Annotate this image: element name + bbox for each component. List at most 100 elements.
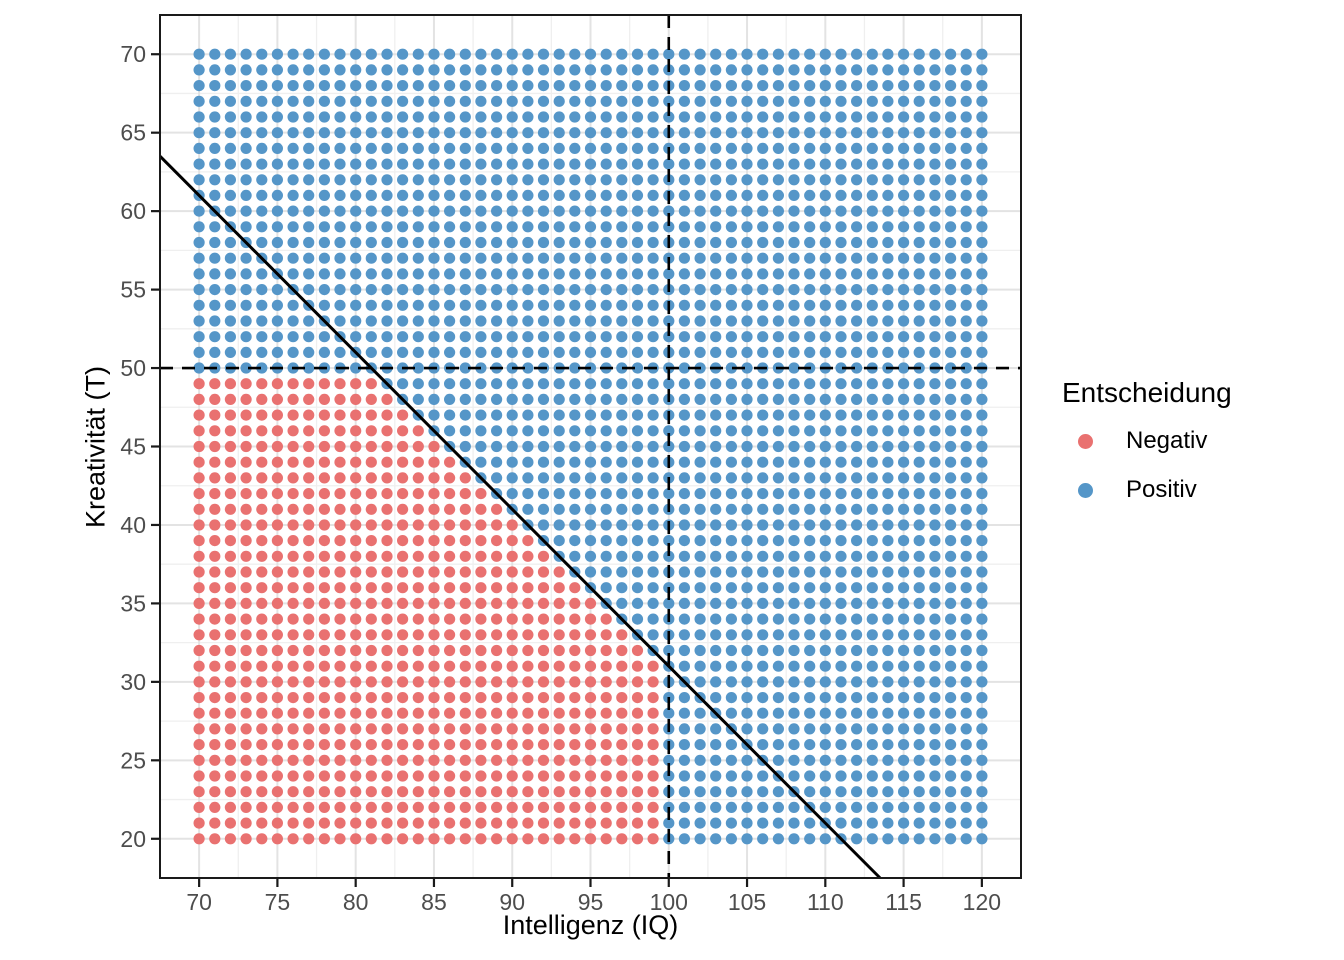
data-point-negativ — [569, 801, 581, 814]
data-point-negativ — [397, 801, 409, 814]
data-point-positiv — [788, 189, 800, 201]
data-point-negativ — [584, 613, 597, 625]
data-point-positiv — [851, 801, 863, 814]
data-point-negativ — [271, 770, 283, 782]
data-point-positiv — [600, 142, 612, 154]
data-point-positiv — [976, 660, 988, 672]
data-point-negativ — [428, 503, 440, 515]
data-point-negativ — [365, 378, 377, 390]
data-point-positiv — [913, 613, 925, 625]
data-point-negativ — [537, 739, 550, 751]
data-point-positiv — [694, 770, 706, 782]
data-point-positiv — [929, 158, 941, 170]
x-tick-label: 70 — [186, 889, 212, 915]
data-point-positiv — [459, 64, 471, 76]
data-point-negativ — [381, 393, 393, 405]
data-point-positiv — [569, 315, 581, 327]
data-point-positiv — [772, 817, 785, 829]
data-point-positiv — [209, 252, 221, 264]
data-point-negativ — [569, 629, 581, 641]
data-point-positiv — [271, 64, 283, 76]
data-point-positiv — [898, 95, 910, 107]
data-point-positiv — [365, 221, 377, 233]
data-point-positiv — [350, 174, 362, 186]
data-point-negativ — [365, 786, 377, 798]
data-point-negativ — [193, 597, 205, 610]
data-point-positiv — [710, 535, 722, 547]
data-point-negativ — [303, 660, 315, 672]
data-point-positiv — [459, 174, 471, 186]
data-point-negativ — [522, 692, 534, 704]
data-point-positiv — [788, 644, 800, 657]
data-point-negativ — [600, 629, 612, 641]
data-point-negativ — [428, 488, 440, 500]
data-point-negativ — [193, 440, 205, 453]
data-point-positiv — [287, 127, 299, 139]
data-point-positiv — [945, 503, 957, 515]
data-point-positiv — [772, 472, 785, 484]
data-point-positiv — [913, 48, 925, 60]
data-point-positiv — [960, 817, 972, 829]
data-point-positiv — [929, 629, 941, 641]
data-point-positiv — [459, 252, 471, 264]
data-point-positiv — [584, 550, 597, 562]
data-point-positiv — [788, 503, 800, 515]
data-point-negativ — [271, 754, 283, 766]
data-point-positiv — [835, 95, 847, 107]
data-point-negativ — [256, 629, 268, 641]
data-point-positiv — [287, 48, 299, 60]
data-point-positiv — [522, 189, 534, 201]
data-point-negativ — [381, 692, 393, 704]
data-point-positiv — [678, 786, 691, 798]
data-point-positiv — [929, 221, 941, 233]
data-point-positiv — [381, 111, 393, 123]
data-point-negativ — [240, 597, 252, 610]
data-point-positiv — [631, 189, 644, 201]
data-point-positiv — [584, 378, 597, 390]
data-point-positiv — [428, 48, 440, 60]
data-point-positiv — [647, 393, 659, 405]
data-point-negativ — [287, 425, 299, 437]
data-point-positiv — [804, 331, 816, 343]
data-point-positiv — [350, 111, 362, 123]
data-point-positiv — [397, 174, 409, 186]
data-point-positiv — [631, 488, 644, 500]
data-point-positiv — [804, 597, 816, 610]
data-point-positiv — [898, 535, 910, 547]
data-point-positiv — [663, 535, 675, 547]
data-point-positiv — [224, 95, 236, 107]
data-point-positiv — [569, 378, 581, 390]
data-point-negativ — [459, 817, 471, 829]
data-point-negativ — [522, 535, 534, 547]
data-point-positiv — [741, 331, 753, 343]
data-point-positiv — [444, 205, 456, 217]
data-point-negativ — [647, 707, 659, 719]
data-point-negativ — [537, 550, 550, 562]
data-point-negativ — [475, 597, 487, 610]
data-point-positiv — [459, 440, 471, 453]
data-point-positiv — [616, 236, 628, 249]
data-point-positiv — [678, 550, 691, 562]
data-point-positiv — [350, 205, 362, 217]
data-point-negativ — [334, 833, 346, 845]
data-point-positiv — [945, 80, 957, 92]
data-point-negativ — [287, 723, 299, 735]
data-point-positiv — [945, 566, 957, 578]
data-point-negativ — [569, 754, 581, 766]
data-point-negativ — [193, 629, 205, 641]
data-point-positiv — [929, 456, 941, 468]
data-point-positiv — [960, 644, 972, 657]
data-point-negativ — [256, 472, 268, 484]
data-point-positiv — [725, 456, 738, 468]
data-point-positiv — [804, 833, 816, 845]
data-point-positiv — [945, 519, 957, 531]
data-point-positiv — [616, 440, 628, 453]
data-point-negativ — [491, 676, 503, 688]
data-point-positiv — [647, 142, 659, 154]
data-point-positiv — [303, 284, 315, 296]
data-point-negativ — [287, 660, 299, 672]
data-point-negativ — [428, 440, 440, 453]
data-point-positiv — [631, 284, 644, 296]
data-point-positiv — [804, 48, 816, 60]
data-point-positiv — [381, 346, 393, 358]
